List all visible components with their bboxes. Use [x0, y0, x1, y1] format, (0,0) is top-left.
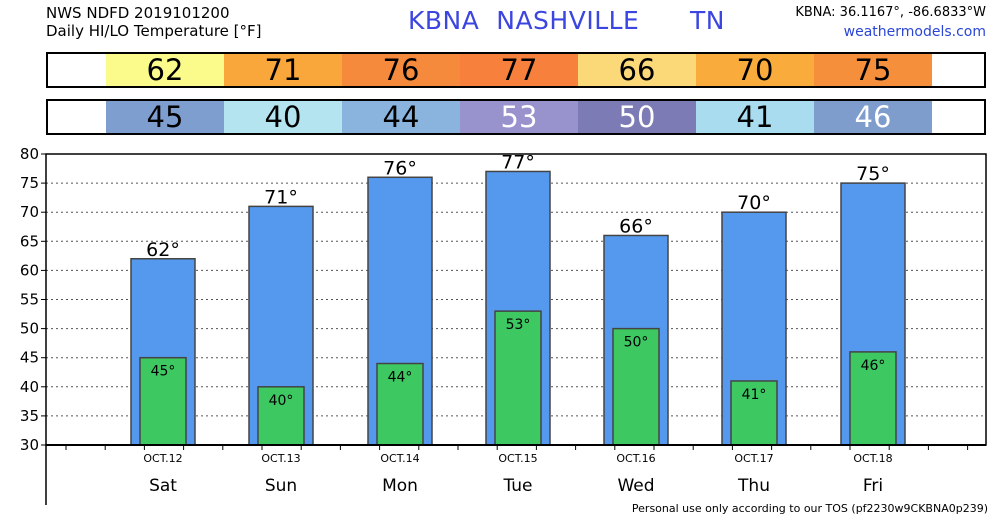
lo-bar [849, 351, 897, 446]
lo-bar [257, 386, 305, 446]
y-tick-label: 55 [20, 291, 39, 309]
lo-temperature-strip: 45 40 44 53 50 41 46 [46, 99, 986, 135]
title-line-2: Daily HI/LO Temperature [°F] [46, 22, 262, 40]
x-date-label: OCT.18 [853, 452, 892, 465]
hi-cell: 77 [460, 54, 578, 86]
lo-bar [494, 310, 542, 446]
x-day-label: Mon [382, 476, 418, 496]
x-day-label: Sat [149, 476, 177, 496]
lo-cell: 53 [460, 101, 578, 133]
x-date-label: OCT.14 [380, 452, 419, 465]
lo-value-label: 40° [269, 393, 294, 409]
lo-bar [139, 356, 187, 446]
hi-value-label: 76° [383, 157, 417, 179]
y-tick-label: 65 [20, 232, 39, 250]
lo-cell: 50 [578, 101, 696, 133]
lo-value-label: 44° [388, 370, 413, 386]
lo-value-label: 45° [151, 364, 176, 380]
y-tick-label: 30 [20, 436, 39, 454]
x-date-label: OCT.15 [498, 452, 537, 465]
y-tick-label: 35 [20, 407, 39, 425]
x-date-label: OCT.17 [734, 452, 773, 465]
lo-value-label: 50° [624, 335, 649, 351]
lo-cell: 40 [224, 101, 342, 133]
lo-bar [612, 327, 660, 446]
y-tick-label: 80 [20, 145, 39, 163]
x-day-label: Sun [265, 476, 297, 496]
x-date-label: OCT.12 [143, 452, 182, 465]
x-day-label: Tue [502, 476, 532, 496]
footer-note: Personal use only according to our TOS (… [631, 502, 988, 515]
lo-cell: 45 [106, 101, 224, 133]
hi-cell: 75 [814, 54, 932, 86]
lo-cell: 41 [696, 101, 814, 133]
x-day-label: Fri [863, 476, 883, 496]
hi-temperature-strip: 62 71 76 77 66 70 75 [46, 52, 986, 88]
title-line-1: NWS NDFD 2019101200 [46, 4, 230, 22]
hi-value-label: 71° [264, 186, 298, 208]
x-day-label: Thu [737, 476, 770, 496]
lo-value-label: 53° [506, 317, 531, 333]
y-tick-label: 40 [20, 378, 39, 396]
y-tick-label: 75 [20, 174, 39, 192]
x-date-label: OCT.16 [616, 452, 655, 465]
station-title: KBNA NASHVILLE TN [408, 6, 725, 35]
lo-cell: 46 [814, 101, 932, 133]
lo-value-label: 41° [742, 387, 767, 403]
lo-value-label: 46° [861, 358, 886, 374]
hi-cell: 66 [578, 54, 696, 86]
station-coordinates: KBNA: 36.1167°, -86.6833°W [795, 5, 986, 20]
hi-value-label: 62° [146, 239, 180, 261]
hi-value-label: 70° [737, 192, 771, 214]
hi-value-label: 66° [619, 215, 653, 237]
y-tick-label: 50 [20, 320, 39, 338]
y-tick-label: 60 [20, 261, 39, 279]
y-tick-label: 45 [20, 349, 39, 367]
hi-value-label: 75° [856, 163, 890, 185]
hi-cell: 70 [696, 54, 814, 86]
hi-cell: 62 [106, 54, 224, 86]
hi-value-label: 77° [501, 151, 535, 173]
y-tick-label: 70 [20, 203, 39, 221]
x-day-label: Wed [617, 476, 654, 496]
lo-cell: 44 [342, 101, 460, 133]
lo-bar [376, 362, 424, 446]
x-date-label: OCT.13 [261, 452, 300, 465]
site-link[interactable]: weathermodels.com [843, 24, 986, 40]
hi-cell: 76 [342, 54, 460, 86]
hi-cell: 71 [224, 54, 342, 86]
